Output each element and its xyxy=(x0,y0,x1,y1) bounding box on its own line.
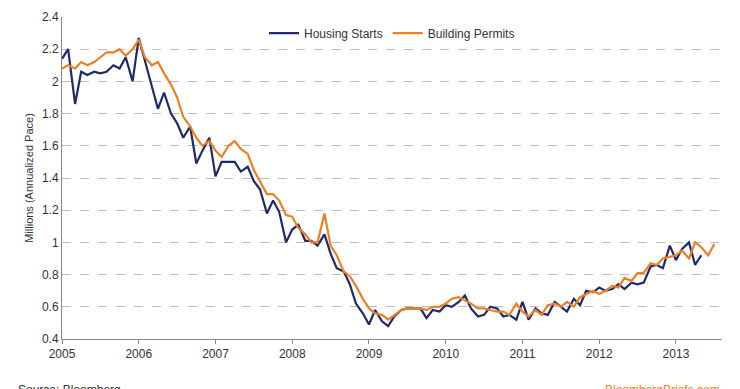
svg-text:2013: 2013 xyxy=(663,347,690,361)
svg-text:0.6: 0.6 xyxy=(42,300,59,314)
svg-text:Millions (Annualized Pace): Millions (Annualized Pace) xyxy=(23,113,35,243)
svg-text:1.4: 1.4 xyxy=(42,171,59,185)
svg-text:0.8: 0.8 xyxy=(42,268,59,282)
svg-text:2008: 2008 xyxy=(279,347,306,361)
svg-text:2011: 2011 xyxy=(510,347,536,361)
svg-text:Building Permits: Building Permits xyxy=(428,27,515,41)
svg-text:2: 2 xyxy=(52,75,59,89)
svg-text:Source: Bloomberg: Source: Bloomberg xyxy=(18,383,121,389)
svg-text:2007: 2007 xyxy=(202,347,229,361)
svg-text:2.4: 2.4 xyxy=(42,10,59,24)
svg-text:2012: 2012 xyxy=(586,347,613,361)
svg-text:1: 1 xyxy=(52,236,59,250)
svg-text:2.2: 2.2 xyxy=(42,42,59,56)
svg-text:2009: 2009 xyxy=(356,347,383,361)
svg-text:0.4: 0.4 xyxy=(42,332,59,346)
svg-text:BloombergBriefs.com: BloombergBriefs.com xyxy=(605,383,720,389)
svg-text:2005: 2005 xyxy=(49,347,76,361)
svg-text:Housing Starts: Housing Starts xyxy=(304,27,383,41)
svg-text:2010: 2010 xyxy=(432,347,459,361)
svg-text:1.8: 1.8 xyxy=(42,107,59,121)
svg-text:1.2: 1.2 xyxy=(42,203,59,217)
svg-text:1.6: 1.6 xyxy=(42,139,59,153)
svg-text:2006: 2006 xyxy=(125,347,152,361)
